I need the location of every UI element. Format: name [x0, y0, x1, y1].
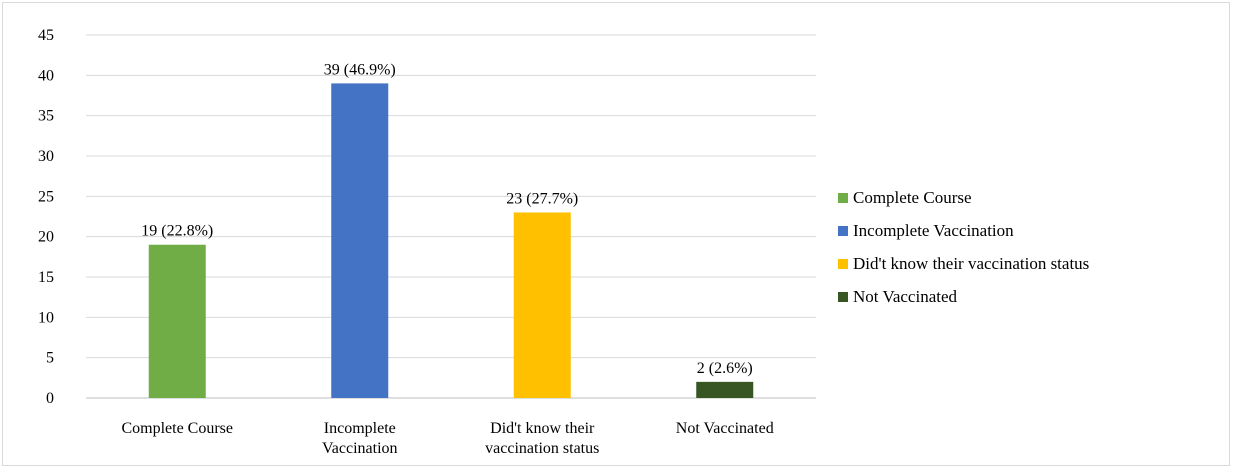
- y-tick-label: 5: [46, 350, 54, 367]
- legend-entry: Incomplete Vaccination: [853, 221, 1014, 240]
- bar: [513, 212, 571, 398]
- x-category-label: Complete Course: [121, 420, 233, 437]
- data-labels: 19 (22.8%) 39 (46.9%) 23 (27.7%) 2 (2.6%): [141, 61, 752, 376]
- legend-swatch: [838, 193, 848, 203]
- bar: [331, 83, 389, 399]
- y-tick-label: 0: [46, 390, 54, 407]
- y-tick-label: 35: [38, 108, 54, 125]
- bar: [148, 244, 206, 398]
- data-label: 23 (27.7%): [506, 190, 578, 207]
- legend-entry: Not Vaccinated: [853, 287, 958, 306]
- legend-swatch: [838, 226, 848, 236]
- y-tick-label: 30: [38, 148, 54, 165]
- y-tick-label: 40: [38, 67, 54, 84]
- x-axis-categories: Complete Course Incomplete Vaccination Did'…: [121, 420, 773, 457]
- y-tick-label: 20: [38, 229, 54, 246]
- data-label: 19 (22.8%): [141, 223, 213, 240]
- y-axis-ticks: 0 5 10 15 20 25 30 35 40 45: [38, 27, 54, 407]
- y-tick-label: 15: [38, 269, 54, 286]
- bars: [148, 83, 754, 399]
- y-tick-label: 25: [38, 188, 54, 205]
- y-tick-label: 10: [38, 309, 54, 326]
- x-category-label: Vaccination: [322, 440, 398, 457]
- legend-entry: Did't know their vaccination status: [853, 254, 1089, 273]
- x-category-label: vaccination status: [485, 440, 599, 457]
- x-category-label: Incomplete: [324, 420, 396, 437]
- chart-frame: [2, 2, 1230, 466]
- data-label: 39 (46.9%): [324, 61, 396, 78]
- x-category-label: Not Vaccinated: [676, 420, 774, 437]
- y-tick-label: 45: [38, 27, 54, 44]
- legend-entry: Complete Course: [853, 188, 972, 207]
- gridlines: [86, 34, 816, 399]
- bar: [696, 381, 754, 398]
- legend-swatch: [838, 292, 848, 302]
- x-category-label: Did't know their: [490, 420, 595, 437]
- data-label: 2 (2.6%): [697, 360, 753, 377]
- legend-swatch: [838, 259, 848, 269]
- legend: Complete Course Incomplete Vaccination Did…: [838, 188, 1089, 306]
